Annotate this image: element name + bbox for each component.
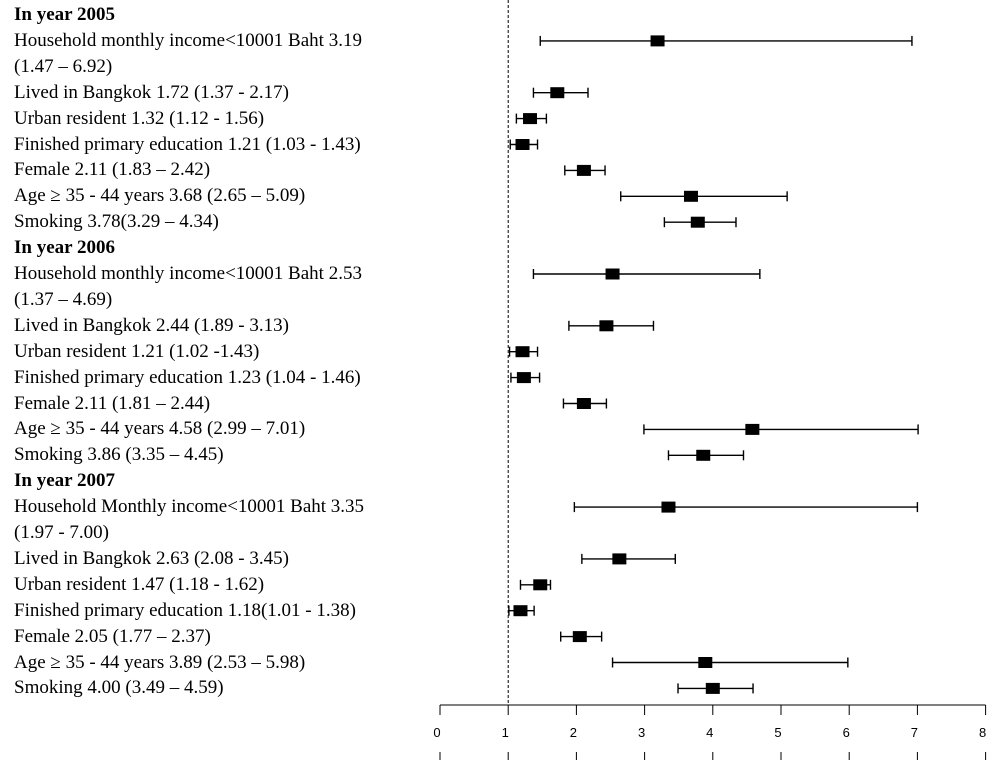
- row-label: Household Monthly income<10001 Baht 3.35: [14, 496, 365, 518]
- x-tick-label: 6: [843, 725, 850, 740]
- odds-ratio-marker: [683, 190, 698, 202]
- odds-ratio-marker: [605, 268, 620, 280]
- odds-ratio-marker: [696, 449, 711, 461]
- odds-ratio-marker: [661, 501, 676, 513]
- row-label: Lived in Bangkok 2.44 (1.89 - 3.13): [14, 314, 289, 336]
- x-tick-label: 7: [911, 725, 918, 740]
- row-label: Household monthly income<10001 Baht 3.19: [14, 29, 362, 51]
- group-heading: In year 2005: [14, 4, 115, 25]
- row-label: Finished primary education 1.18(1.01 - 1…: [14, 599, 356, 621]
- row-label-continuation: (1.47 – 6.92): [14, 55, 113, 77]
- odds-ratio-marker: [690, 216, 705, 228]
- row-label: Smoking 4.00 (3.49 – 4.59): [14, 677, 224, 699]
- x-tick-label: 2: [570, 725, 577, 740]
- row-label: Lived in Bangkok 1.72 (1.37 - 2.17): [14, 81, 289, 103]
- row-label: Female 2.11 (1.83 – 2.42): [14, 159, 211, 181]
- odds-ratio-marker: [576, 398, 591, 409]
- odds-ratio-marker: [576, 164, 591, 176]
- odds-ratio-marker: [523, 113, 538, 125]
- group-heading: In year 2007: [14, 470, 115, 492]
- odds-ratio-marker: [516, 372, 531, 384]
- odds-ratio-marker: [705, 682, 720, 694]
- odds-ratio-marker: [599, 320, 614, 332]
- x-tick-label: 3: [638, 725, 645, 740]
- row-label: Finished primary education 1.21 (1.03 - …: [14, 133, 361, 155]
- x-tick-label: 1: [502, 725, 509, 740]
- row-label: Urban resident 1.32 (1.12 - 1.56): [14, 107, 265, 129]
- row-label: Lived in Bangkok 2.63 (2.08 - 3.45): [14, 547, 289, 569]
- row-label: Smoking 3.78(3.29 – 4.34): [14, 211, 219, 233]
- x-tick-label: 8: [979, 725, 986, 740]
- odds-ratio-marker: [515, 139, 530, 150]
- row-label: Age ≥ 35 - 44 years 3.68 (2.65 – 5.09): [14, 185, 306, 207]
- row-label: Urban resident 1.21 (1.02 -1.43): [14, 340, 260, 362]
- odds-ratio-marker: [698, 657, 713, 668]
- label-column: In year 2005 Household monthly income<100…: [0, 0, 440, 720]
- row-label-continuation: (1.37 – 4.69): [14, 288, 113, 310]
- row-label: Female 2.11 (1.81 – 2.44): [14, 392, 211, 414]
- odds-ratio-marker: [515, 346, 530, 358]
- row-label: Female 2.05 (1.77 – 2.37): [14, 625, 211, 647]
- row-label: Urban resident 1.47 (1.18 - 1.62): [14, 573, 265, 595]
- x-tick-label: 0: [433, 725, 440, 740]
- x-tick-label: 5: [774, 725, 781, 740]
- x-tick-label: 4: [706, 725, 713, 740]
- row-label: Age ≥ 35 - 44 years 4.58 (2.99 – 7.01): [14, 418, 306, 440]
- row-label: Age ≥ 35 - 44 years 3.89 (2.53 – 5.98): [14, 651, 306, 673]
- odds-ratio-marker: [572, 631, 587, 643]
- odds-ratio-marker: [612, 553, 627, 565]
- row-label: Household monthly income<10001 Baht 2.53: [14, 263, 362, 284]
- odds-ratio-marker: [650, 35, 665, 47]
- group-heading: In year 2006: [14, 237, 115, 259]
- odds-ratio-marker: [513, 605, 528, 617]
- odds-ratio-marker: [550, 87, 565, 99]
- odds-ratio-marker: [533, 579, 548, 591]
- row-label: Smoking 3.86 (3.35 – 4.45): [14, 444, 224, 466]
- odds-ratio-marker: [745, 423, 760, 435]
- row-label: Finished primary education 1.23 (1.04 - …: [14, 366, 361, 388]
- row-label-continuation: (1.97 - 7.00): [14, 522, 109, 543]
